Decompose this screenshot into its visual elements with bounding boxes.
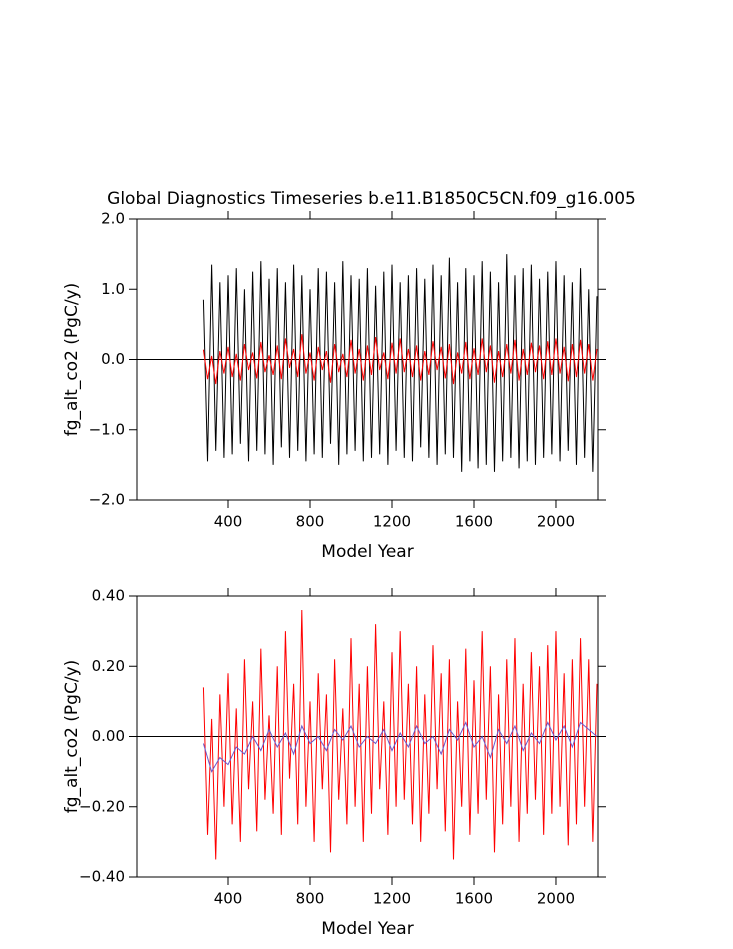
x-axis-label: Model Year	[321, 919, 413, 939]
y-tick-label: −0.40	[79, 868, 125, 886]
x-tick-label: 1600	[455, 513, 493, 531]
x-tick-label: 400	[214, 890, 243, 908]
y-tick-label: 0.20	[92, 657, 125, 675]
series-line	[202, 721, 598, 773]
x-tick-label: 800	[296, 890, 325, 908]
x-axis-label: Model Year	[321, 542, 413, 562]
x-tick-label: 1200	[373, 513, 411, 531]
x-tick-label: 1600	[455, 890, 493, 908]
y-tick-label: −0.20	[79, 797, 125, 815]
y-tick-label: −2.0	[89, 491, 125, 509]
x-tick-label: 1200	[373, 890, 411, 908]
series-line	[202, 610, 598, 860]
y-tick-label: 2.0	[101, 210, 125, 228]
y-axis-label: fg_alt_co2 (PgC/y)	[62, 660, 82, 814]
y-tick-label: 0.0	[101, 350, 125, 368]
x-tick-label: 2000	[537, 513, 575, 531]
y-tick-label: 0.40	[92, 587, 125, 605]
y-axis-label: fg_alt_co2 (PgC/y)	[62, 283, 82, 437]
x-tick-label: 2000	[537, 890, 575, 908]
y-tick-label: 1.0	[101, 280, 125, 298]
y-tick-label: 0.00	[92, 727, 125, 745]
series-line	[202, 334, 598, 385]
series-line	[202, 254, 598, 472]
y-tick-label: −1.0	[89, 420, 125, 438]
x-tick-label: 400	[214, 513, 243, 531]
x-tick-label: 800	[296, 513, 325, 531]
chart-title: Global Diagnostics Timeseries b.e11.B185…	[107, 189, 636, 209]
